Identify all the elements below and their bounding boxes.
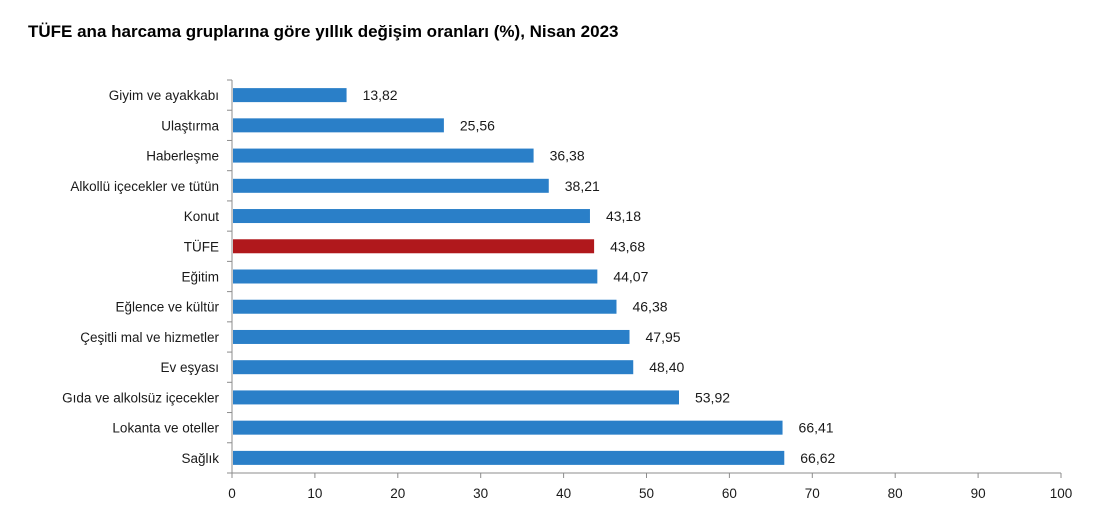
value-label: 66,62 [800, 450, 835, 466]
bar [233, 269, 598, 284]
value-label: 43,18 [606, 208, 641, 224]
x-tick-label: 30 [473, 486, 488, 501]
x-tick-label: 20 [390, 486, 405, 501]
category-label: Eğlence ve kültür [115, 300, 219, 315]
value-label: 38,21 [565, 178, 600, 194]
value-label: 53,92 [695, 389, 730, 405]
value-label: 36,38 [550, 148, 585, 164]
x-tick-label: 60 [722, 486, 737, 501]
bar [233, 178, 549, 193]
value-label: 44,07 [613, 269, 648, 285]
category-label: Lokanta ve oteller [112, 421, 219, 436]
category-label: Konut [184, 209, 220, 224]
value-label: 46,38 [632, 299, 667, 315]
bar [233, 118, 444, 133]
bar [233, 299, 617, 314]
category-label: Ev eşyası [160, 360, 219, 375]
bar [233, 88, 347, 103]
x-tick-label: 10 [307, 486, 322, 501]
value-label: 48,40 [649, 359, 684, 375]
x-tick-label: 70 [805, 486, 820, 501]
x-tick-label: 100 [1050, 486, 1073, 501]
x-tick-label: 0 [228, 486, 236, 501]
category-label: Ulaştırma [161, 118, 219, 133]
x-tick-label: 90 [971, 486, 986, 501]
category-label: Gıda ve alkolsüz içecekler [62, 390, 219, 405]
category-label: Sağlık [181, 451, 219, 466]
bar [233, 329, 630, 344]
value-label: 43,68 [610, 238, 645, 254]
value-label: 47,95 [646, 329, 681, 345]
value-label: 66,41 [799, 420, 834, 436]
value-label: 25,56 [460, 117, 495, 133]
category-label: Çeşitli mal ve hizmetler [80, 330, 219, 345]
bar [233, 450, 785, 465]
x-tick-label: 50 [639, 486, 654, 501]
x-tick-label: 80 [888, 486, 903, 501]
bar [233, 148, 534, 163]
category-label: Eğitim [181, 270, 219, 285]
category-label: Giyim ve ayakkabı [109, 88, 219, 103]
bar [233, 209, 590, 224]
value-label: 13,82 [363, 87, 398, 103]
bar [233, 360, 634, 375]
chart-title: TÜFE ana harcama gruplarına göre yıllık … [28, 22, 619, 41]
bar [233, 420, 783, 435]
bar-highlight [233, 239, 595, 254]
bar [233, 390, 679, 405]
x-tick-label: 40 [556, 486, 571, 501]
category-label: Haberleşme [146, 149, 219, 164]
category-label: Alkollü içecekler ve tütün [70, 179, 219, 194]
category-label: TÜFE [184, 239, 219, 254]
